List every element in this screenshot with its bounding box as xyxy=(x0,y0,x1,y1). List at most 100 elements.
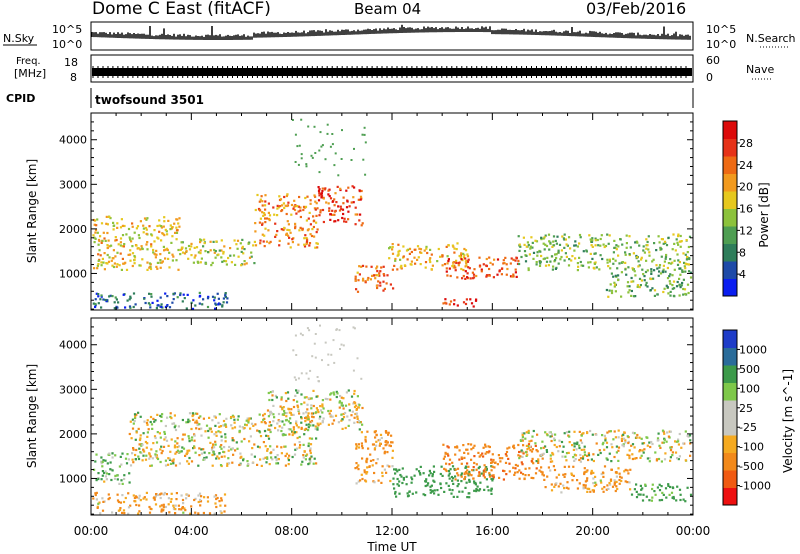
heatmap-cell xyxy=(107,493,110,496)
heatmap-cell xyxy=(592,490,595,493)
heatmap-cell xyxy=(468,267,471,270)
heatmap-cell xyxy=(146,435,149,438)
heatmap-cell xyxy=(300,416,303,419)
heatmap-cell xyxy=(96,218,99,221)
heatmap-cell xyxy=(565,452,569,455)
heatmap-cell xyxy=(294,204,297,208)
heatmap-cell xyxy=(168,266,171,269)
heatmap-cell xyxy=(220,239,223,242)
heatmap-cell xyxy=(381,471,384,474)
heatmap-cell xyxy=(475,468,478,471)
heatmap-cell xyxy=(251,461,254,464)
heatmap-cell xyxy=(292,399,295,402)
heatmap-cell xyxy=(214,440,217,443)
heatmap-cell xyxy=(455,261,458,264)
heatmap-cell xyxy=(386,274,389,277)
heatmap-cell xyxy=(466,253,469,256)
heatmap-cell xyxy=(315,242,318,245)
heatmap-cell xyxy=(505,473,508,476)
heatmap-cell xyxy=(608,289,611,292)
heatmap-cell xyxy=(551,451,554,455)
heatmap-cell xyxy=(269,410,272,413)
heatmap-cell xyxy=(671,451,674,454)
heatmap-cell xyxy=(339,348,341,350)
heatmap-cell xyxy=(129,504,132,507)
heatmap-cell xyxy=(345,206,349,209)
heatmap-cell xyxy=(97,263,100,266)
heatmap-cell xyxy=(135,413,138,416)
heatmap-cell xyxy=(308,437,311,440)
heatmap-cell xyxy=(306,327,309,330)
heatmap-cell xyxy=(320,145,323,148)
heatmap-cell xyxy=(587,454,591,457)
heatmap-cell xyxy=(491,479,494,482)
heatmap-cell xyxy=(524,474,527,477)
heatmap-cell xyxy=(466,469,469,472)
heatmap-cell xyxy=(563,246,566,249)
heatmap-cell xyxy=(451,465,455,468)
heatmap-cell xyxy=(220,497,223,500)
heatmap-cell xyxy=(307,228,310,231)
heatmap-cell xyxy=(187,244,191,248)
heatmap-cell xyxy=(550,483,553,486)
heatmap-cell xyxy=(97,259,100,262)
heatmap-cell xyxy=(675,499,678,502)
heatmap-cell xyxy=(483,476,486,479)
heatmap-cell xyxy=(496,463,499,466)
heatmap-cell xyxy=(563,487,566,490)
heatmap-cell xyxy=(331,200,334,203)
heatmap-cell xyxy=(331,415,334,418)
heatmap-cell xyxy=(424,261,428,264)
heatmap-cell xyxy=(329,398,332,401)
heatmap-cell xyxy=(149,415,153,419)
heatmap-cell xyxy=(126,299,129,302)
heatmap-cell xyxy=(176,437,179,440)
heatmap-cell xyxy=(310,437,314,440)
heatmap-cell xyxy=(643,275,646,278)
heatmap-cell xyxy=(122,245,125,248)
heatmap-cell xyxy=(146,241,149,244)
heatmap-cell xyxy=(272,404,275,407)
heatmap-cell xyxy=(375,284,378,287)
heatmap-cell xyxy=(618,262,621,265)
heatmap-cell xyxy=(322,220,325,224)
heatmap-cell xyxy=(116,306,119,309)
heatmap-cell xyxy=(491,263,494,266)
heatmap-cell xyxy=(97,295,100,298)
heatmap-cell xyxy=(644,270,648,274)
heatmap-cell xyxy=(658,489,662,492)
heatmap-cell xyxy=(655,264,658,267)
heatmap-cell xyxy=(681,270,684,273)
heatmap-cell xyxy=(264,221,267,224)
heatmap-cell xyxy=(477,451,480,454)
heatmap-cell xyxy=(128,305,132,308)
heatmap-cell xyxy=(280,209,283,213)
heatmap-cell xyxy=(670,491,674,494)
heatmap-cell xyxy=(224,440,227,443)
heatmap-cell xyxy=(277,429,280,432)
heatmap-cell xyxy=(686,434,689,437)
heatmap-cell xyxy=(212,240,215,243)
heatmap-cell xyxy=(288,433,291,436)
heatmap-cell xyxy=(218,425,221,428)
heatmap-cell xyxy=(92,497,95,500)
heatmap-cell xyxy=(394,259,397,262)
heatmap-cell xyxy=(464,466,467,469)
colorbar-swatch xyxy=(723,138,737,157)
heatmap-cell xyxy=(547,264,550,267)
heatmap-cell xyxy=(247,421,250,424)
heatmap-cell xyxy=(628,457,631,460)
heatmap-cell xyxy=(309,460,312,463)
heatmap-cell xyxy=(324,187,327,190)
heatmap-cell xyxy=(393,264,396,267)
heatmap-cell xyxy=(215,505,218,509)
heatmap-cell xyxy=(299,332,302,335)
heatmap-cell xyxy=(664,452,667,455)
heatmap-cell xyxy=(515,257,518,260)
heatmap-cell xyxy=(391,456,394,459)
heatmap-cell xyxy=(267,437,271,440)
heatmap-cell xyxy=(142,231,145,234)
heatmap-cell xyxy=(194,451,197,454)
heatmap-cell xyxy=(638,277,642,280)
heatmap-cell xyxy=(630,280,633,283)
